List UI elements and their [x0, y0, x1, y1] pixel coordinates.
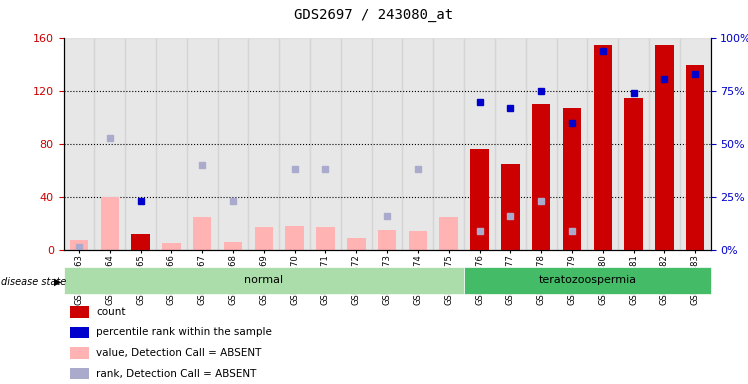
Text: disease state: disease state: [1, 277, 66, 287]
Bar: [408, 231, 427, 250]
Bar: [70, 347, 90, 359]
Bar: [125, 38, 156, 250]
Text: ▶: ▶: [54, 277, 61, 287]
Bar: [464, 38, 495, 250]
Bar: [593, 45, 612, 250]
Bar: [402, 38, 433, 250]
Text: rank, Detection Call = ABSENT: rank, Detection Call = ABSENT: [96, 369, 257, 379]
Text: percentile rank within the sample: percentile rank within the sample: [96, 328, 272, 338]
Bar: [433, 38, 464, 250]
Bar: [187, 38, 218, 250]
Bar: [279, 38, 310, 250]
Bar: [526, 38, 557, 250]
Bar: [440, 217, 458, 250]
Bar: [316, 227, 334, 250]
Text: normal: normal: [245, 275, 283, 285]
Bar: [587, 38, 618, 250]
Bar: [64, 267, 464, 294]
Bar: [193, 217, 212, 250]
Bar: [94, 38, 125, 250]
Bar: [254, 227, 273, 250]
Bar: [532, 104, 551, 250]
Bar: [618, 38, 649, 250]
Bar: [64, 38, 94, 250]
Bar: [680, 38, 711, 250]
Text: teratozoospermia: teratozoospermia: [539, 275, 637, 285]
Bar: [218, 38, 248, 250]
Bar: [286, 226, 304, 250]
Text: count: count: [96, 307, 126, 317]
Bar: [347, 238, 366, 250]
Bar: [562, 108, 581, 250]
Bar: [156, 38, 187, 250]
Bar: [224, 242, 242, 250]
Bar: [132, 234, 150, 250]
Bar: [248, 38, 279, 250]
Bar: [470, 149, 488, 250]
Text: value, Detection Call = ABSENT: value, Detection Call = ABSENT: [96, 348, 261, 358]
Bar: [378, 230, 396, 250]
Bar: [686, 65, 705, 250]
Bar: [501, 164, 520, 250]
Bar: [625, 98, 643, 250]
Bar: [557, 38, 587, 250]
Bar: [162, 243, 181, 250]
Text: GDS2697 / 243080_at: GDS2697 / 243080_at: [295, 8, 453, 22]
Bar: [495, 38, 526, 250]
Bar: [655, 45, 674, 250]
Bar: [310, 38, 341, 250]
Bar: [464, 267, 711, 294]
Bar: [70, 327, 90, 338]
Bar: [341, 38, 372, 250]
Bar: [100, 197, 119, 250]
Bar: [372, 38, 402, 250]
Bar: [70, 306, 90, 318]
Bar: [70, 240, 88, 250]
Bar: [649, 38, 680, 250]
Bar: [70, 368, 90, 379]
